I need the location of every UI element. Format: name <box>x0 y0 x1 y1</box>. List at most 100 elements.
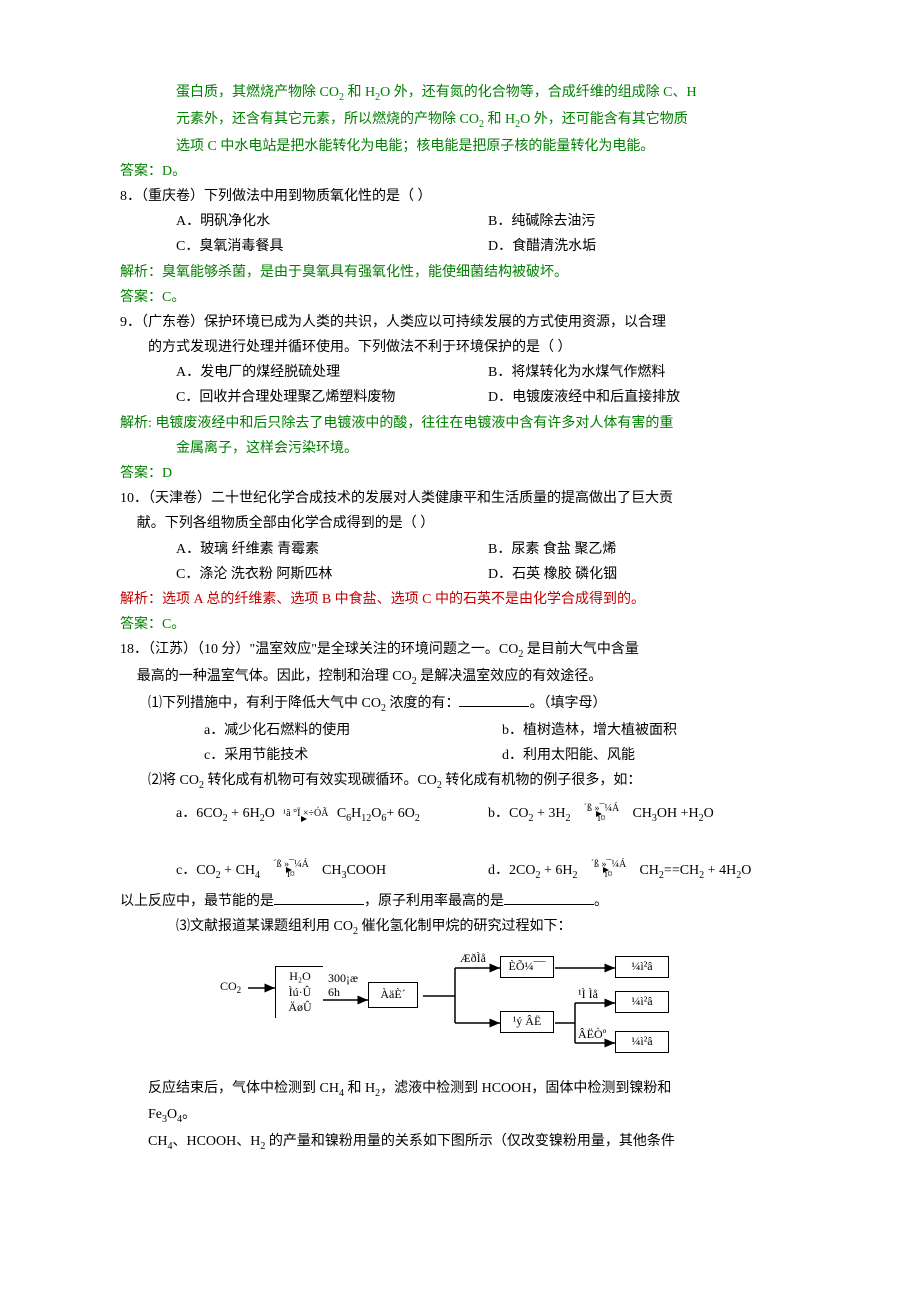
diagram-label: ÂËÒº <box>578 1027 607 1041</box>
txt: + 6O <box>386 806 415 821</box>
reaction-arrow: ´ß »¯¼Áì¤ <box>574 804 629 824</box>
diagram-box-reagents: H₂O Ìú·Û ÄøÛ <box>275 966 323 1018</box>
option-d: d．利用太阳能、风能 <box>502 743 800 768</box>
question-18-stem: 18．（江苏）（10 分）"温室效应"是全球关注的环境问题之一。CO2 是目前大… <box>120 637 800 691</box>
diagram-label: CO2 <box>220 979 241 995</box>
option-c: C．回收并合理处理聚乙烯塑料废物 <box>176 385 488 410</box>
option-b: b．植树造林，增大植被面积 <box>502 718 800 743</box>
analysis-continuation: 选项 C 中水电站是把水能转化为电能；核电能是把原子核的能量转化为电能。 <box>120 134 800 159</box>
diagram-box-out: ¼ì²â <box>615 991 669 1013</box>
question-10-options-row2: C．涤沦 洗衣粉 阿斯匹林 D．石英 橡胶 磷化铟 <box>120 562 800 587</box>
question-9-stem: 9．（广东卷）保护环境已成为人类的共识，人类应以可持续发展的方式使用资源，以合理… <box>120 310 800 360</box>
diagram-box-filter: ¹ý ÂË <box>500 1011 554 1033</box>
question-9-options-row1: A．发电厂的煤经脱硫处理 B．将煤转化为水煤气作燃料 <box>120 360 800 385</box>
txt: O 外，还有氮的化合物等，合成纤维的组成除 C、H <box>380 85 697 100</box>
option-c: C．臭氧消毒餐具 <box>176 234 488 259</box>
txt: CH <box>148 1134 167 1149</box>
diagram-label: ÆðÌå <box>460 951 487 965</box>
question-18-part2-intro: ⑵将 CO2 转化成有机物可有效实现碳循环。CO2 转化成有机物的例子很多，如： <box>120 768 800 795</box>
question-10-analysis: 解析：选项 A 总的纤维素、选项 B 中食盐、选项 C 中的石英不是由化学合成得… <box>120 587 800 612</box>
reaction-arrow: ´ß »¯¼Áì¤ <box>264 860 319 880</box>
reaction-arrow: ¹â °Ï ×÷ÓÃ <box>278 809 333 819</box>
option-d: D．食醋清洗水垢 <box>488 234 800 259</box>
reaction-arrow: ´ß »¯¼Áì¤ <box>581 860 636 880</box>
option-d: D．石英 橡胶 磷化铟 <box>488 562 800 587</box>
txt: H₂O <box>282 969 318 985</box>
txt: CH <box>632 806 651 821</box>
question-10-stem: 10．（天津卷）二十世纪化学合成技术的发展对人类健康平和生活质量的提高做出了巨大… <box>120 486 800 536</box>
txt: O <box>167 1107 177 1122</box>
equation-a: a．6CO2 + 6H2O ¹â °Ï ×÷ÓÃ C6H12O6+ 6O2 <box>176 801 488 828</box>
analysis-continuation: 蛋白质，其燃烧产物除 CO2 和 H2O 外，还有氮的化合物等，合成纤维的组成除… <box>120 80 800 107</box>
flow-svg: CO2 H₂O Ìú·Û ÄøÛ 300¡æ 6h ÀäÈ´ ÆðÌå ÈÕ¼¯… <box>220 948 740 1058</box>
option-c: C．涤沦 洗衣粉 阿斯匹林 <box>176 562 488 587</box>
txt: b．CO <box>488 806 528 821</box>
txt: 和 H <box>344 85 375 100</box>
equation-b: b．CO2 + 3H2 ´ß »¯¼Áì¤ CH3OH +H2O <box>488 801 800 828</box>
option-b: B．纯碱除去油污 <box>488 209 800 234</box>
txt: 催化氢化制甲烷的研究过程如下： <box>358 919 572 934</box>
diagram-box-out: ¼ì²â <box>615 1031 669 1053</box>
blank-fill[interactable] <box>504 890 594 905</box>
blank-fill[interactable] <box>274 890 364 905</box>
txt: 元素外，还含有其它元素，所以燃烧的产物除 CO <box>176 112 479 127</box>
txt: CH <box>322 863 341 878</box>
diagram-label: 6h <box>328 985 340 999</box>
option-c: c．采用节能技术 <box>204 743 502 768</box>
txt: Ìú·Û <box>282 985 318 1001</box>
question-9-options-row2: C．回收并合理处理聚乙烯塑料废物 D．电镀废液经中和后直接排放 <box>120 385 800 410</box>
question-8-analysis: 解析：臭氧能够杀菌，是由于臭氧具有强氧化性，能使细菌结构被破坏。 <box>120 260 800 285</box>
txt: 是解决温室效应的有效途径。 <box>417 669 603 684</box>
txt: 最高的一种温室气体。因此，控制和治理 CO <box>137 669 412 684</box>
txt: OH +H <box>657 806 699 821</box>
option-b: B．将煤转化为水煤气作燃料 <box>488 360 800 385</box>
txt: CH <box>639 863 658 878</box>
txt: ，原子利用率最高的是 <box>364 894 504 909</box>
option-a: a．减少化石燃料的使用 <box>204 718 502 743</box>
diagram-label: 300¡æ <box>328 971 358 985</box>
txt: 转化成有机物的例子很多，如： <box>442 773 642 788</box>
txt: COOH <box>346 863 386 878</box>
txt: 转化成有机物可有效实现碳循环。CO <box>204 773 437 788</box>
question-18-part2-ask: 以上反应中，最节能的是，原子利用率最高的是。 <box>120 889 800 914</box>
diagram-box: ÈÕ¼¯¯ <box>500 956 554 978</box>
txt: d．2CO <box>488 863 535 878</box>
blank-fill[interactable] <box>459 692 529 707</box>
question-18-part3-last: CH4、HCOOH、H2 的产量和镍粉用量的关系如下图所示（仅改变镍粉用量，其他… <box>120 1129 800 1156</box>
txt: a．6CO <box>176 806 223 821</box>
txt: 。 <box>594 894 608 909</box>
txt: 18．（江苏）（10 分）"温室效应"是全球关注的环境问题之一。CO <box>120 642 518 657</box>
question-18-part1-options: c．采用节能技术 d．利用太阳能、风能 <box>120 743 800 768</box>
txt: 9．（广东卷）保护环境已成为人类的共识，人类应以可持续发展的方式使用资源，以合理 <box>120 315 666 330</box>
txt: 和 H <box>344 1081 375 1096</box>
txt: + 4H <box>704 863 736 878</box>
question-18-part1-options: a．减少化石燃料的使用 b．植树造林，增大植被面积 <box>120 718 800 743</box>
txt: 蛋白质，其燃烧产物除 CO <box>176 85 339 100</box>
equations-row-ab: a．6CO2 + 6H2O ¹â °Ï ×÷ÓÃ C6H12O6+ 6O2 b．… <box>120 801 800 828</box>
txt: + CH <box>221 863 255 878</box>
question-8-options-row1: A．明矾净化水 B．纯碱除去油污 <box>120 209 800 234</box>
txt: 。 <box>182 1107 196 1122</box>
option-a: A．发电厂的煤经脱硫处理 <box>176 360 488 385</box>
txt: 的方式发现进行处理并循环使用。下列做法不利于环境保护的是（ ） <box>120 335 572 360</box>
flow-diagram: CO2 H₂O Ìú·Û ÄøÛ 300¡æ 6h ÀäÈ´ ÆðÌå ÈÕ¼¯… <box>220 948 800 1067</box>
question-18-part1: ⑴下列措施中，有利于降低大气中 CO2 浓度的有：。（填字母） <box>120 691 800 718</box>
equation-c: c．CO2 + CH4 ´ß »¯¼Áì¤ CH3COOH <box>176 858 488 885</box>
question-18-part3-intro: ⑶文献报道某课题组利用 CO2 催化氢化制甲烷的研究过程如下： <box>120 914 800 941</box>
txt: 是目前大气中含量 <box>523 642 639 657</box>
txt: ⑶文献报道某课题组利用 CO <box>176 919 353 934</box>
question-10-answer: 答案：C。 <box>120 612 800 637</box>
question-9-analysis: 解析: 电镀废液经中和后只除去了电镀液中的酸，往往在电镀液中含有许多对人体有害的… <box>120 411 800 461</box>
option-a: A．明矾净化水 <box>176 209 488 234</box>
txt: 的产量和镍粉用量的关系如下图所示（仅改变镍粉用量，其他条件 <box>265 1134 675 1149</box>
txt: 10．（天津卷）二十世纪化学合成技术的发展对人类健康平和生活质量的提高做出了巨大… <box>120 491 673 506</box>
question-9-answer: 答案：D <box>120 461 800 486</box>
question-10-options-row1: A．玻璃 纤维素 青霉素 B．尿素 食盐 聚乙烯 <box>120 537 800 562</box>
txt: ==CH <box>664 863 699 878</box>
txt: O <box>371 806 381 821</box>
txt: Fe <box>148 1107 162 1122</box>
diagram-box-out: ¼ì²â <box>615 956 669 978</box>
option-d: D．电镀废液经中和后直接排放 <box>488 385 800 410</box>
txt: 解析: 电镀废液经中和后只除去了电镀液中的酸，往往在电镀液中含有许多对人体有害的… <box>120 416 673 431</box>
txt: ÄøÛ <box>282 1001 318 1017</box>
